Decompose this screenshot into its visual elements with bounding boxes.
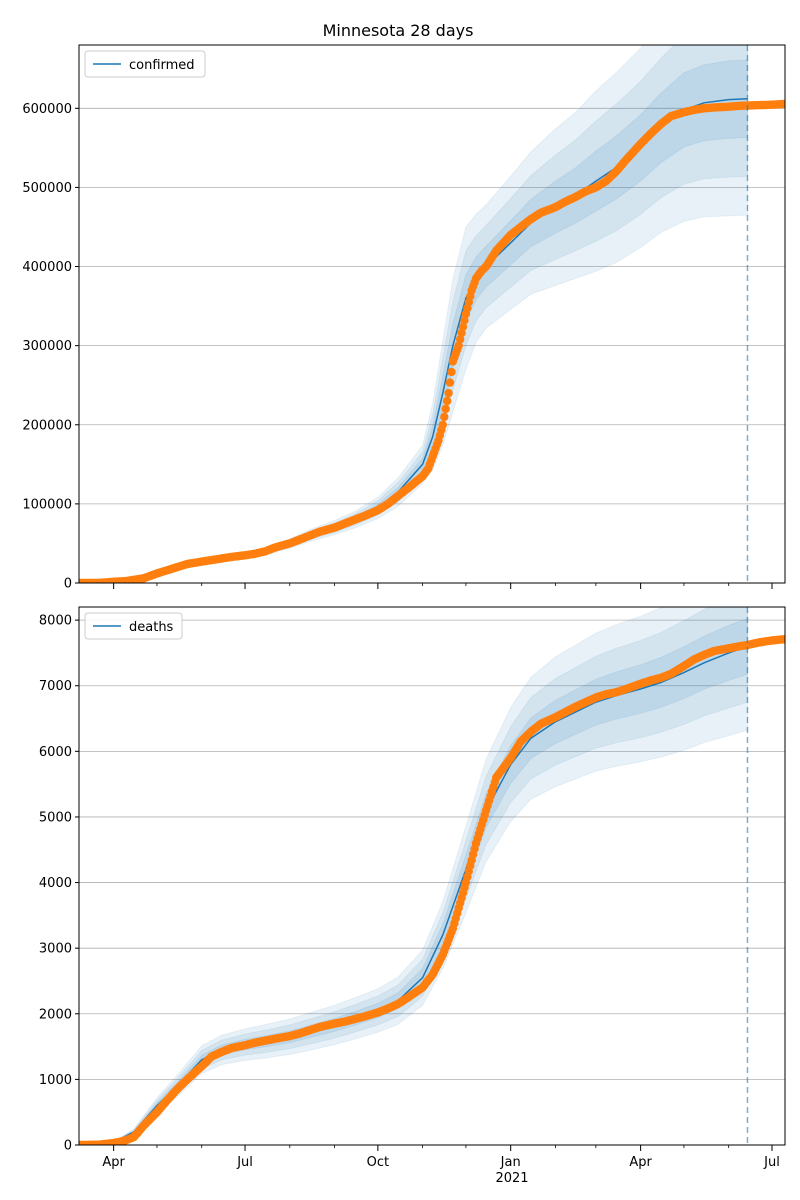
y-tick-label: 4000 (39, 876, 72, 891)
observed-point (440, 412, 449, 422)
y-tick-label: 0 (64, 577, 72, 592)
legend-box (84, 50, 206, 78)
observed-point (454, 341, 463, 350)
observed-point (441, 404, 450, 414)
observed-points (79, 634, 785, 1145)
x-tick-label: Jan (500, 1155, 521, 1170)
x-year-label: 2021 (495, 1171, 528, 1186)
deaths-panel: 0 1000 2000 3000 4000 5000 6000 7000 8000 Apr Jul O… (39, 606, 786, 1170)
y-tick-label: 6000 (39, 745, 72, 760)
observed-point (444, 388, 453, 398)
axes-frame (78, 606, 786, 1146)
y-tick-label: 100000 (22, 497, 72, 512)
observed-point (457, 328, 466, 338)
y-tick-label: 2000 (39, 1007, 72, 1022)
observed-point (780, 634, 785, 644)
legend-label-confirmed: confirmed (129, 58, 195, 73)
observed-point (447, 367, 456, 377)
observed-point (460, 316, 469, 325)
y-tick-label: 8000 (39, 614, 72, 629)
axes-frame (78, 44, 786, 584)
fitted-line-deaths (79, 645, 748, 1145)
x-tick-label: Oct (367, 1155, 389, 1170)
observed-point (445, 378, 455, 387)
observed-points (79, 99, 785, 583)
observed-point (456, 335, 465, 344)
observed-point (443, 396, 452, 406)
confirmed-panel: 0 100000 200000 300000 400000 500000 600000 con… (22, 44, 786, 592)
y-tick-label: 5000 (39, 810, 72, 825)
x-tick-label: Jul (763, 1155, 780, 1170)
y-tick-label: 300000 (22, 339, 72, 354)
x-tick-label: Apr (629, 1155, 652, 1170)
y-tick-label: 1000 (39, 1073, 72, 1088)
observed-point (780, 99, 785, 109)
chart-title: Minnesota 28 days (323, 21, 474, 40)
y-tick-label: 7000 (39, 679, 72, 694)
x-tick-label: Apr (102, 1155, 125, 1170)
observed-point (458, 322, 468, 331)
observed-point (438, 420, 447, 429)
y-tick-label: 500000 (22, 181, 72, 196)
y-tick-label: 3000 (39, 942, 72, 957)
x-tick-label: Jul (236, 1155, 253, 1170)
y-tick-label: 600000 (22, 102, 72, 117)
legend-box (84, 612, 183, 640)
y-tick-label: 0 (64, 1139, 72, 1154)
y-tick-label: 400000 (22, 260, 72, 275)
y-tick-label: 200000 (22, 418, 72, 433)
plot-area (79, 607, 785, 1145)
legend-label-deaths: deaths (129, 620, 174, 635)
